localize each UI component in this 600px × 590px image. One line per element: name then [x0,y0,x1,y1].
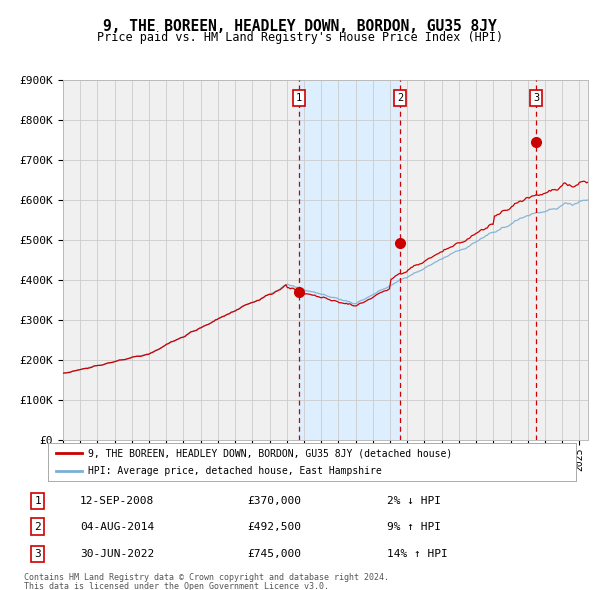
Text: 12-SEP-2008: 12-SEP-2008 [80,496,154,506]
Text: 04-AUG-2014: 04-AUG-2014 [80,522,154,532]
Text: 9, THE BOREEN, HEADLEY DOWN, BORDON, GU35 8JY: 9, THE BOREEN, HEADLEY DOWN, BORDON, GU3… [103,19,497,34]
Text: This data is licensed under the Open Government Licence v3.0.: This data is licensed under the Open Gov… [24,582,329,590]
Text: 1: 1 [35,496,41,506]
Text: 9% ↑ HPI: 9% ↑ HPI [387,522,440,532]
Text: 14% ↑ HPI: 14% ↑ HPI [387,549,448,559]
Text: 3: 3 [35,549,41,559]
Text: 2% ↓ HPI: 2% ↓ HPI [387,496,440,506]
Text: Contains HM Land Registry data © Crown copyright and database right 2024.: Contains HM Land Registry data © Crown c… [24,573,389,582]
Text: 3: 3 [533,93,539,103]
Text: 30-JUN-2022: 30-JUN-2022 [80,549,154,559]
Text: £370,000: £370,000 [247,496,301,506]
Text: 9, THE BOREEN, HEADLEY DOWN, BORDON, GU35 8JY (detached house): 9, THE BOREEN, HEADLEY DOWN, BORDON, GU3… [88,448,452,458]
Text: HPI: Average price, detached house, East Hampshire: HPI: Average price, detached house, East… [88,466,382,476]
Text: 2: 2 [397,93,403,103]
Text: Price paid vs. HM Land Registry's House Price Index (HPI): Price paid vs. HM Land Registry's House … [97,31,503,44]
Text: 1: 1 [296,93,302,103]
Text: £492,500: £492,500 [247,522,301,532]
Bar [299,80,400,440]
Text: 2: 2 [35,522,41,532]
Text: £745,000: £745,000 [247,549,301,559]
